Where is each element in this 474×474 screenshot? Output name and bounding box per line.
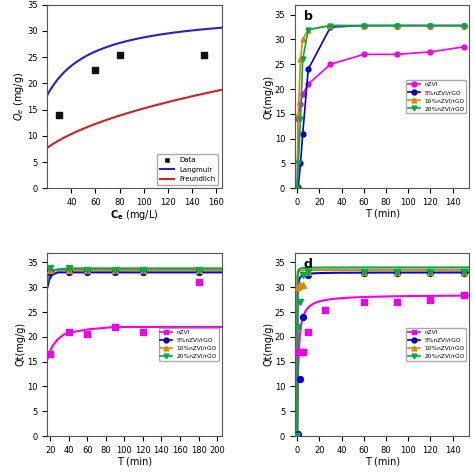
Point (293, 432, 301, 440)
Point (195, 266, 202, 273)
Legend: nZVI, 5%nZVI/rGO, 10%nZVI/rGO, 20%nZVI/rGO: nZVI, 5%nZVI/rGO, 10%nZVI/rGO, 20%nZVI/r… (406, 328, 466, 361)
Point (393, 269, 401, 276)
Point (293, 432, 301, 440)
Legend: nZVI, 5%nZVI/rGO, 10%nZVI/rGO, 20%nZVI/rGO: nZVI, 5%nZVI/rGO, 10%nZVI/rGO, 20%nZVI/r… (406, 80, 466, 113)
X-axis label: T (min): T (min) (365, 456, 400, 466)
Point (111, 266, 119, 273)
Point (293, 432, 301, 440)
Point (427, 296, 434, 303)
Point (111, 323, 119, 331)
Point (297, 281, 304, 289)
Point (111, 266, 119, 273)
Point (360, 270, 367, 277)
Legend: Data, Langmuir, Freundlich: Data, Langmuir, Freundlich (157, 155, 218, 185)
Y-axis label: $Q_e$ (mg/g): $Q_e$ (mg/g) (12, 72, 26, 121)
Point (294, 430, 302, 438)
Point (427, 269, 434, 276)
Point (46, 266, 54, 273)
Point (294, 283, 302, 291)
Point (83, 269, 91, 276)
X-axis label: T (min): T (min) (117, 456, 152, 466)
Text: d: d (304, 258, 312, 271)
Point (195, 266, 202, 273)
Point (91, 66, 99, 74)
Point (304, 328, 312, 336)
Point (299, 313, 307, 321)
Point (83, 330, 91, 338)
Point (195, 279, 202, 286)
Point (83, 266, 91, 273)
Point (297, 348, 304, 356)
Point (393, 269, 401, 276)
Point (299, 271, 307, 279)
Point (299, 281, 307, 289)
Point (299, 348, 307, 356)
Point (460, 291, 467, 299)
Point (427, 269, 434, 276)
Point (360, 269, 367, 276)
X-axis label: $\mathbf{C_e}$ (mg/L): $\mathbf{C_e}$ (mg/L) (110, 209, 159, 222)
Point (65, 328, 73, 336)
Point (304, 269, 312, 276)
Point (294, 323, 302, 331)
Point (321, 306, 328, 313)
Point (111, 269, 119, 276)
Point (304, 269, 312, 276)
Legend: nZVI, 5%nZVI/rGO, 10%nZVI/rGO, 20%nZVI/rGO: nZVI, 5%nZVI/rGO, 10%nZVI/rGO, 20%nZVI/r… (159, 328, 219, 361)
Point (297, 375, 304, 383)
Point (460, 270, 467, 277)
Point (427, 270, 434, 277)
Point (393, 270, 401, 277)
Point (360, 269, 367, 276)
Y-axis label: Qt(mg/g): Qt(mg/g) (263, 74, 273, 118)
Point (83, 266, 91, 273)
Y-axis label: Qt(mg/g): Qt(mg/g) (263, 322, 273, 366)
Point (393, 298, 401, 306)
Point (116, 51, 123, 58)
Point (65, 264, 73, 272)
Point (460, 269, 467, 276)
Point (294, 348, 302, 356)
Point (55, 111, 63, 118)
Point (139, 266, 146, 273)
Point (65, 266, 73, 273)
Y-axis label: Qt(mg/g): Qt(mg/g) (16, 322, 26, 366)
Point (139, 266, 146, 273)
Point (46, 269, 54, 276)
Point (304, 271, 312, 279)
Point (460, 269, 467, 276)
Point (195, 269, 202, 276)
Point (139, 328, 146, 336)
Point (297, 298, 304, 306)
Point (200, 51, 208, 58)
Point (65, 269, 73, 276)
X-axis label: T (min): T (min) (365, 209, 400, 219)
Point (46, 350, 54, 358)
Text: b: b (304, 10, 312, 23)
Point (360, 298, 367, 306)
Point (139, 269, 146, 276)
Point (46, 264, 54, 272)
